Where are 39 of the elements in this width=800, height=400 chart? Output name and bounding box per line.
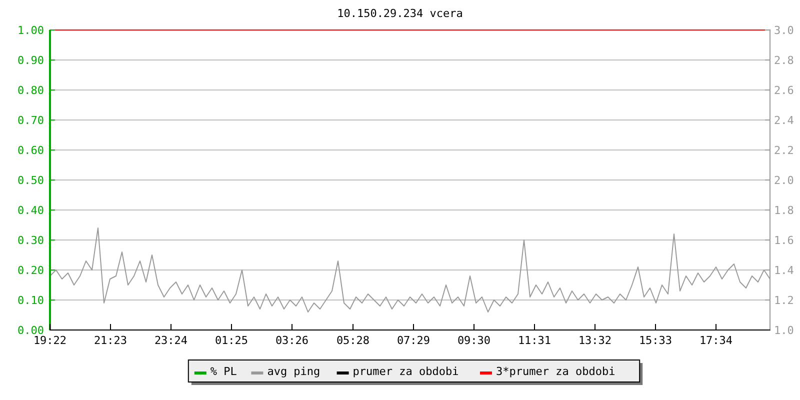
- y-tick-label: 0.30: [18, 234, 44, 247]
- x-tick-label: 01:25: [214, 334, 248, 347]
- x-tick-label: 05:28: [336, 334, 370, 347]
- x-tick-label: 17:34: [699, 334, 733, 347]
- y2-tick-label: 1.4: [774, 264, 794, 277]
- y-tick-label: 0.00: [18, 324, 44, 337]
- y2-tick-label: 1.2: [774, 294, 794, 307]
- x-tick-label: 13:32: [578, 334, 612, 347]
- y-tick-label: 0.20: [18, 264, 44, 277]
- x-tick-label: 23:24: [154, 334, 188, 347]
- y2-tick-label: 1.6: [774, 234, 794, 247]
- x-tick-label: 11:31: [518, 334, 552, 347]
- y2-tick-label: 2.0: [774, 174, 794, 187]
- legend-label: % PL: [210, 365, 238, 378]
- y-tick-label: 0.70: [18, 114, 44, 127]
- y-tick-label: 0.90: [18, 54, 44, 67]
- x-tick-label: 15:33: [638, 334, 672, 347]
- y2-tick-label: 2.4: [774, 114, 794, 127]
- y2-tick-label: 2.2: [774, 144, 794, 157]
- legend-label: avg ping: [267, 365, 320, 378]
- y-tick-label: 1.00: [18, 24, 44, 37]
- y-tick-label: 0.40: [18, 204, 44, 217]
- y-tick-label: 0.60: [18, 144, 44, 157]
- y2-tick-label: 2.8: [774, 54, 794, 67]
- x-tick-label: 07:29: [396, 334, 430, 347]
- y-tick-label: 0.10: [18, 294, 44, 307]
- x-tick-label: 09:30: [457, 334, 491, 347]
- legend-label: 3*prumer za obdobi: [496, 365, 616, 378]
- x-tick-label: 19:22: [33, 334, 67, 347]
- y2-tick-label: 3.0: [774, 24, 794, 37]
- y2-tick-label: 1.8: [774, 204, 794, 217]
- y2-tick-label: 1.0: [774, 324, 794, 337]
- y-tick-label: 0.80: [18, 84, 44, 97]
- x-tick-label: 21:23: [94, 334, 128, 347]
- y2-tick-label: 2.6: [774, 84, 794, 97]
- legend-label: prumer za obdobi: [352, 365, 459, 378]
- y-tick-label: 0.50: [18, 174, 44, 187]
- chart-title: 10.150.29.234 vcera: [337, 7, 463, 20]
- x-tick-label: 03:26: [275, 334, 309, 347]
